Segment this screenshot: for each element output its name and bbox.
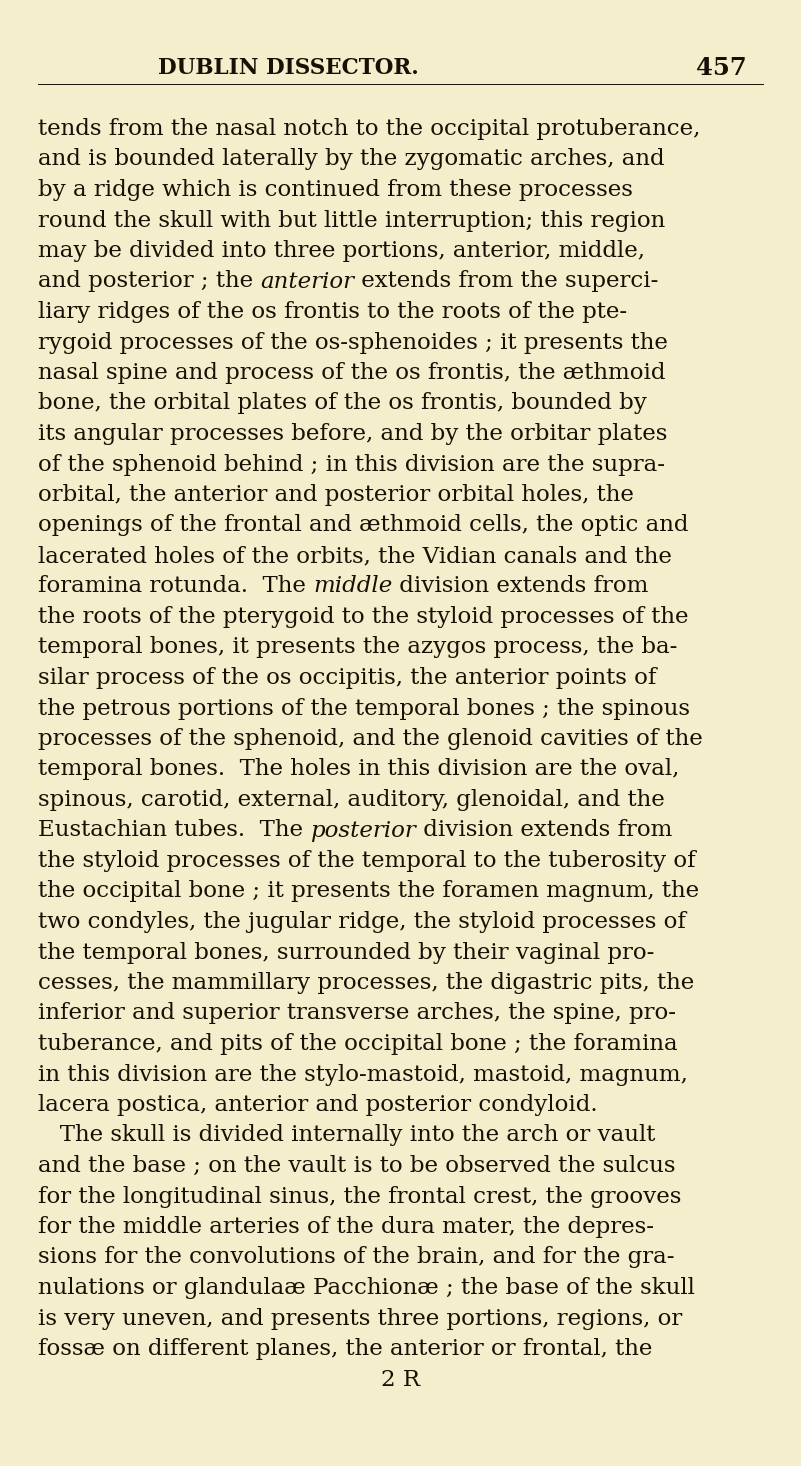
- Text: and the base ; on the vault is to be observed the sulcus: and the base ; on the vault is to be obs…: [38, 1155, 675, 1177]
- Text: lacerated holes of the orbits, the Vidian canals and the: lacerated holes of the orbits, the Vidia…: [38, 545, 672, 567]
- Text: temporal bones, it presents the azygos process, the ba-: temporal bones, it presents the azygos p…: [38, 636, 678, 658]
- Text: in this division are the stylo-mastoid, mastoid, magnum,: in this division are the stylo-mastoid, …: [38, 1063, 688, 1085]
- Text: middle: middle: [313, 576, 392, 598]
- Text: sions for the convolutions of the brain, and for the gra-: sions for the convolutions of the brain,…: [38, 1246, 674, 1268]
- Text: of the sphenoid behind ; in this division are the supra-: of the sphenoid behind ; in this divisio…: [38, 453, 665, 475]
- Text: lacera postica, anterior and posterior condyloid.: lacera postica, anterior and posterior c…: [38, 1094, 598, 1116]
- Text: its angular processes before, and by the orbitar plates: its angular processes before, and by the…: [38, 424, 667, 446]
- Text: cesses, the mammillary processes, the digastric pits, the: cesses, the mammillary processes, the di…: [38, 972, 694, 994]
- Text: and is bounded laterally by the zygomatic arches, and: and is bounded laterally by the zygomati…: [38, 148, 665, 170]
- Text: two condyles, the jugular ridge, the styloid processes of: two condyles, the jugular ridge, the sty…: [38, 910, 686, 932]
- Text: rygoid processes of the os-sphenoides ; it presents the: rygoid processes of the os-sphenoides ; …: [38, 331, 668, 353]
- Text: The skull is divided internally into the arch or vault: The skull is divided internally into the…: [38, 1124, 655, 1146]
- Text: round the skull with but little interruption; this region: round the skull with but little interrup…: [38, 210, 666, 232]
- Text: is very uneven, and presents three portions, regions, or: is very uneven, and presents three porti…: [38, 1308, 682, 1330]
- Text: liary ridges of the os frontis to the roots of the pte-: liary ridges of the os frontis to the ro…: [38, 301, 627, 323]
- Text: extends from the superci-: extends from the superci-: [354, 271, 658, 293]
- Text: spinous, carotid, external, auditory, glenoidal, and the: spinous, carotid, external, auditory, gl…: [38, 789, 665, 811]
- Text: the roots of the pterygoid to the styloid processes of the: the roots of the pterygoid to the styloi…: [38, 605, 689, 627]
- Text: the occipital bone ; it presents the foramen magnum, the: the occipital bone ; it presents the for…: [38, 881, 699, 903]
- Text: inferior and superior transverse arches, the spine, pro-: inferior and superior transverse arches,…: [38, 1003, 676, 1025]
- Text: 457: 457: [695, 56, 747, 81]
- Text: openings of the frontal and æthmoid cells, the optic and: openings of the frontal and æthmoid cell…: [38, 515, 689, 537]
- Text: orbital, the anterior and posterior orbital holes, the: orbital, the anterior and posterior orbi…: [38, 484, 634, 506]
- Text: temporal bones.  The holes in this division are the oval,: temporal bones. The holes in this divisi…: [38, 758, 679, 780]
- Text: for the longitudinal sinus, the frontal crest, the grooves: for the longitudinal sinus, the frontal …: [38, 1186, 682, 1208]
- Text: may be divided into three portions, anterior, middle,: may be divided into three portions, ante…: [38, 240, 645, 262]
- Text: Eustachian tubes.  The: Eustachian tubes. The: [38, 819, 310, 841]
- Text: DUBLIN DISSECTOR.: DUBLIN DISSECTOR.: [158, 57, 419, 79]
- Text: tuberance, and pits of the occipital bone ; the foramina: tuberance, and pits of the occipital bon…: [38, 1034, 678, 1056]
- Text: foramina rotunda.  The: foramina rotunda. The: [38, 576, 313, 598]
- Text: posterior: posterior: [310, 819, 416, 841]
- Text: processes of the sphenoid, and the glenoid cavities of the: processes of the sphenoid, and the gleno…: [38, 729, 702, 751]
- Text: nulations or glandulaæ Pacchionæ ; the base of the skull: nulations or glandulaæ Pacchionæ ; the b…: [38, 1277, 695, 1299]
- Text: tends from the nasal notch to the occipital protuberance,: tends from the nasal notch to the occipi…: [38, 117, 700, 139]
- Text: fossæ on different planes, the anterior or frontal, the: fossæ on different planes, the anterior …: [38, 1338, 652, 1360]
- Text: silar process of the os occipitis, the anterior points of: silar process of the os occipitis, the a…: [38, 667, 656, 689]
- Text: the temporal bones, surrounded by their vaginal pro-: the temporal bones, surrounded by their …: [38, 941, 654, 963]
- Text: 2 R: 2 R: [381, 1368, 420, 1390]
- Text: by a ridge which is continued from these processes: by a ridge which is continued from these…: [38, 179, 633, 201]
- Text: the styloid processes of the temporal to the tuberosity of: the styloid processes of the temporal to…: [38, 850, 695, 872]
- Text: the petrous portions of the temporal bones ; the spinous: the petrous portions of the temporal bon…: [38, 698, 690, 720]
- Text: division extends from: division extends from: [392, 576, 649, 598]
- Text: bone, the orbital plates of the os frontis, bounded by: bone, the orbital plates of the os front…: [38, 393, 647, 415]
- Text: and posterior ; the: and posterior ; the: [38, 271, 260, 293]
- Text: anterior: anterior: [260, 271, 354, 293]
- Text: nasal spine and process of the os frontis, the æthmoid: nasal spine and process of the os fronti…: [38, 362, 666, 384]
- Text: for the middle arteries of the dura mater, the depres-: for the middle arteries of the dura mate…: [38, 1215, 654, 1237]
- Text: division extends from: division extends from: [416, 819, 672, 841]
